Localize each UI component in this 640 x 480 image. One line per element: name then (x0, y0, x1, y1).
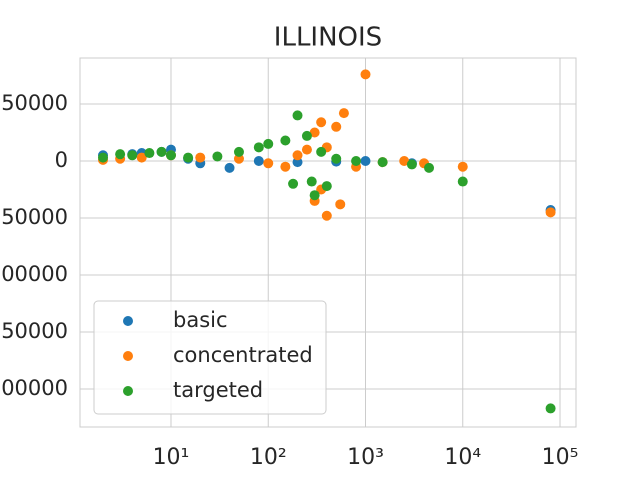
point (399, 156, 410, 167)
point (360, 69, 371, 80)
y-tick-label: −100000 (0, 262, 68, 286)
point (406, 159, 417, 170)
point (457, 161, 468, 172)
point (335, 199, 346, 210)
x-tick-label: 10¹ (153, 445, 190, 470)
point (292, 150, 303, 161)
point (301, 144, 312, 155)
point (280, 135, 291, 146)
point (321, 181, 332, 192)
point (98, 152, 109, 163)
point (351, 156, 362, 167)
point (263, 158, 274, 169)
point (253, 156, 264, 167)
point (309, 127, 320, 138)
y-tick-label: 0 (55, 148, 68, 172)
point (377, 157, 388, 168)
legend-marker (123, 351, 133, 361)
point (233, 153, 244, 164)
point (306, 176, 317, 187)
point (233, 146, 244, 157)
legend-marker (123, 386, 133, 396)
point (156, 146, 167, 157)
point (292, 110, 303, 121)
point (331, 153, 342, 164)
point (309, 190, 320, 201)
point (292, 157, 303, 168)
chart-title: ILLINOIS (274, 23, 382, 53)
x-tick-label: 10³ (347, 445, 384, 470)
legend-marker (123, 316, 133, 326)
x-tick-label: 10⁴ (444, 445, 481, 470)
x-axis-label: Population (275, 477, 380, 480)
point (301, 130, 312, 141)
legend-label: targeted (173, 378, 263, 402)
plot-frame (79, 57, 577, 428)
point (316, 146, 327, 157)
point (331, 121, 342, 132)
point (457, 176, 468, 187)
point (338, 108, 349, 119)
point (165, 150, 176, 161)
point (424, 162, 435, 173)
point (115, 149, 126, 160)
point (263, 138, 274, 149)
y-tick-label: 50000 (1, 91, 68, 115)
point (360, 156, 371, 167)
y-tick-label: −50000 (0, 205, 68, 229)
x-tick-label: 10⁵ (542, 445, 579, 470)
point (545, 403, 556, 414)
point (212, 151, 223, 162)
point (224, 162, 235, 173)
legend-box (93, 300, 327, 415)
y-tick-label: −150000 (0, 319, 68, 343)
legend-label: basic (173, 308, 228, 332)
point (144, 148, 155, 159)
point (321, 210, 332, 221)
point (545, 207, 556, 218)
legend-label: concentrated (173, 343, 313, 367)
point (183, 152, 194, 163)
point (136, 152, 147, 163)
point (288, 178, 299, 189)
point (127, 150, 138, 161)
point (195, 152, 206, 163)
y-tick-label: −200000 (0, 376, 68, 400)
point (316, 117, 327, 128)
point (280, 161, 291, 172)
point (253, 142, 264, 153)
x-tick-label: 10² (250, 445, 287, 470)
